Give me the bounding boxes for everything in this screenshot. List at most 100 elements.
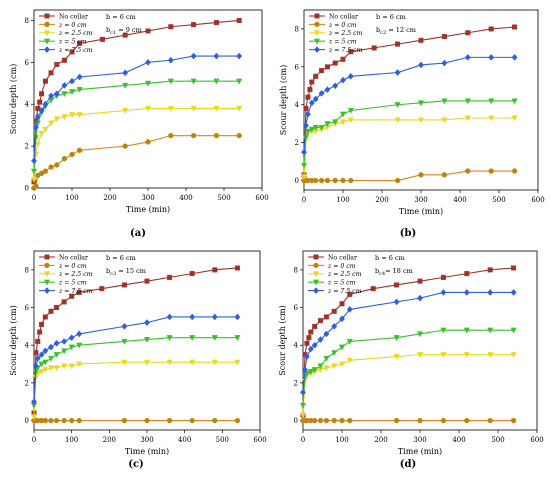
data-point	[121, 338, 128, 345]
data-point	[309, 79, 315, 85]
data-point	[190, 78, 197, 85]
data-point	[168, 132, 174, 139]
data-point	[487, 267, 493, 273]
y-tick-label: 4	[295, 101, 300, 109]
annotation-bc-letter: b	[376, 26, 380, 34]
data-point	[42, 359, 49, 366]
data-point	[464, 53, 471, 61]
data-point	[323, 314, 329, 320]
data-point	[312, 417, 318, 424]
data-point	[417, 278, 423, 284]
data-point	[416, 352, 424, 358]
data-point	[213, 132, 220, 139]
data-point	[167, 105, 174, 112]
x-axis-label: Time (min)	[126, 205, 170, 214]
data-point	[121, 282, 127, 288]
data-point	[339, 301, 345, 307]
legend-label: z = 0 cm	[58, 22, 87, 29]
legend-label: No collar	[59, 254, 88, 261]
data-point	[48, 92, 55, 100]
data-point	[76, 330, 83, 338]
data-point	[121, 417, 128, 424]
legend-marker	[44, 46, 50, 54]
data-point	[346, 357, 353, 364]
annotation-bc-value: = 18 cm	[385, 267, 413, 275]
data-point	[54, 162, 60, 168]
data-point	[38, 361, 45, 368]
legend-marker	[312, 279, 320, 286]
legend-label: z = 0 cm	[328, 22, 357, 29]
data-point	[42, 314, 48, 320]
data-point	[189, 271, 195, 277]
data-point	[488, 168, 494, 174]
data-point	[323, 355, 330, 362]
data-point	[61, 57, 67, 63]
data-point	[76, 342, 83, 349]
x-tick-label: 500	[492, 196, 505, 204]
data-point	[417, 117, 425, 124]
data-point	[511, 115, 518, 122]
x-axis-label: Time (min)	[398, 447, 442, 456]
data-point	[317, 417, 324, 424]
data-point	[121, 359, 128, 366]
data-point	[311, 341, 318, 349]
data-point	[33, 183, 39, 189]
data-point	[303, 353, 310, 360]
data-point	[68, 112, 76, 119]
y-tick-label: 0	[25, 185, 29, 193]
y-tick-label: 8	[25, 266, 29, 274]
data-point	[42, 367, 49, 374]
data-point	[323, 365, 330, 372]
legend-marker	[44, 262, 50, 269]
data-point	[511, 53, 518, 61]
data-point	[305, 94, 311, 100]
data-point	[464, 271, 470, 277]
data-point	[191, 22, 197, 28]
data-point	[348, 49, 354, 55]
data-point	[236, 132, 242, 139]
data-point	[331, 417, 337, 424]
data-point	[303, 370, 310, 377]
x-tick-label: 600	[253, 436, 266, 444]
y-axis-label: Scour depth (cm)	[9, 305, 18, 376]
y-tick-label: 2	[25, 143, 29, 151]
data-point	[99, 286, 105, 292]
data-point	[211, 359, 218, 366]
x-tick-label: 0	[32, 194, 36, 202]
data-point	[38, 351, 45, 359]
data-point	[76, 417, 82, 424]
data-point	[465, 30, 471, 36]
data-point	[394, 117, 401, 124]
data-point	[190, 105, 197, 112]
data-point	[122, 32, 128, 38]
series-z-7-5-cm	[301, 53, 518, 156]
series-line	[33, 55, 240, 161]
data-point	[68, 334, 75, 342]
data-point	[464, 417, 470, 424]
x-tick-label: 600	[530, 436, 543, 444]
x-tick-label: 400	[452, 436, 465, 444]
legend-marker	[44, 13, 50, 19]
legend-marker	[44, 254, 50, 260]
data-point	[236, 78, 243, 85]
data-point	[236, 17, 242, 23]
x-tick-label: 100	[335, 436, 348, 444]
data-point	[168, 24, 174, 30]
data-point	[39, 321, 45, 327]
y-tick-label: 6	[25, 59, 30, 67]
x-tick-label: 300	[140, 436, 153, 444]
data-point	[53, 352, 60, 358]
data-point	[394, 177, 401, 184]
data-point	[307, 87, 313, 93]
data-point	[331, 322, 338, 330]
data-point	[510, 417, 517, 424]
series-z-2-5-cm	[300, 115, 518, 181]
series-z-0-cm	[31, 417, 241, 424]
data-point	[393, 417, 400, 424]
data-point	[417, 294, 423, 302]
data-point	[441, 34, 447, 40]
series-line	[33, 361, 238, 417]
data-point	[35, 105, 41, 111]
x-tick-label: 200	[374, 436, 387, 444]
data-point	[48, 308, 54, 314]
